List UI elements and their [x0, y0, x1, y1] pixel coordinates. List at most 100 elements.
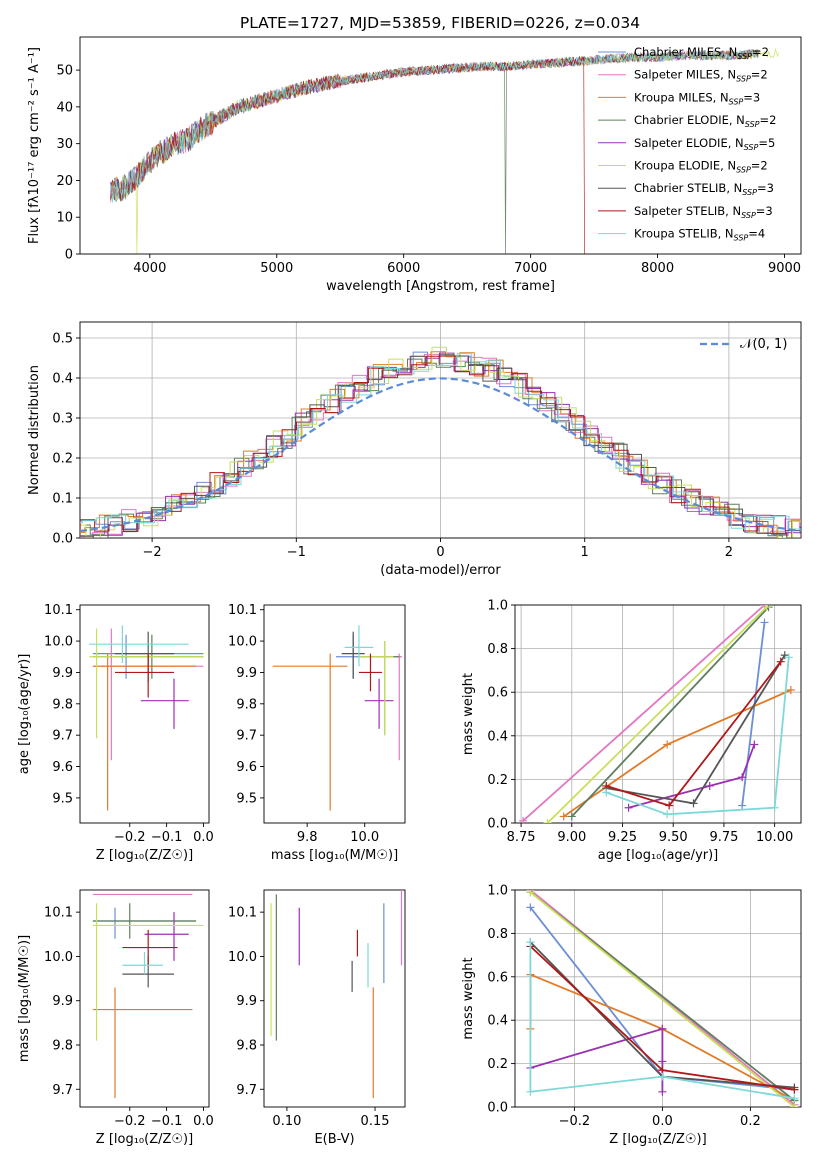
- y-tick-label: 9.8: [52, 697, 73, 712]
- x-axis-label: wavelength [Angstrom, rest frame]: [326, 279, 555, 294]
- weight-point-marker: [658, 1072, 667, 1081]
- x-axis-label: age [log₁₀(age/yr)]: [598, 848, 719, 863]
- x-axis-label: Z [log₁₀(Z/Z☉)]: [96, 1132, 193, 1147]
- x-tick-label: −0.1: [151, 830, 183, 845]
- legend-entry: Salpeter STELIB, NSSP=3: [634, 204, 773, 220]
- y-tick-label: 10: [56, 211, 73, 226]
- mass_vs_ebv-axes: 0.10 0.15 9.7 9.8 9.9 10.0 10.1 E(B-V): [228, 889, 406, 1147]
- weight-series-line: [529, 942, 795, 1100]
- weight-point-marker: [760, 618, 769, 627]
- plot-frame: [263, 604, 406, 824]
- age_vs_mass-axes: 9.8 10.0 9.5 9.6 9.7 9.8 9.9 10.0 10.1 mass [log₁…: [228, 603, 406, 863]
- age_vs_mass-points: [272, 625, 403, 811]
- y-tick-label: 9.7: [52, 1083, 73, 1098]
- weight-series-line: [628, 744, 756, 809]
- plot-frame: [514, 604, 802, 824]
- y-tick-label: 9.8: [236, 1039, 257, 1054]
- x-tick-label: 2: [725, 545, 733, 560]
- weight-series-line: [741, 622, 766, 806]
- y-tick-label: 9.8: [52, 1039, 73, 1054]
- y-axis-label: mass weight: [461, 673, 476, 755]
- y-tick-label: 9.9: [236, 994, 257, 1009]
- x-tick-label: 0.15: [361, 1114, 390, 1129]
- y-tick-label: 0.5: [52, 332, 73, 347]
- massweight_vs_age-axes: 8.75 9.00 9.25 9.50 9.75 10.00 0.0 0.2 0.4 0.6 0.8…: [461, 599, 802, 863]
- legend-entry: Kroupa STELIB, NSSP=4: [634, 227, 765, 243]
- x-tick-label: 8000: [641, 261, 674, 276]
- legend-entry: Chabrier MILES, NSSP=2: [634, 45, 769, 61]
- spectrum-lines: [110, 48, 780, 254]
- y-tick-label: 9.9: [52, 994, 73, 1009]
- weight-point-marker: [689, 799, 698, 808]
- x-tick-label: 9.00: [557, 830, 586, 845]
- x-tick-label: 5000: [260, 261, 293, 276]
- weight-point-marker: [665, 801, 674, 810]
- y-tick-label: 0.1: [52, 492, 73, 507]
- weight-point-marker: [526, 903, 535, 912]
- y-tick-label: 0.2: [487, 1057, 508, 1072]
- legend-entry: Kroupa MILES, NSSP=3: [634, 90, 760, 106]
- weight-point-marker: [658, 1024, 667, 1033]
- y-tick-label: 0.0: [487, 1101, 508, 1116]
- y-tick-label: 9.7: [52, 729, 73, 744]
- x-tick-label: 0.0: [652, 1114, 673, 1129]
- y-tick-label: 0.0: [487, 817, 508, 832]
- weight-series-line: [530, 1027, 664, 1092]
- weight-point-marker: [762, 605, 771, 612]
- plot-frame: [79, 889, 210, 1108]
- age_vs_Z-points: [89, 625, 204, 811]
- x-tick-label: 9.75: [709, 830, 738, 845]
- x-tick-label: 1: [581, 545, 589, 560]
- weight-series-line: [571, 606, 770, 818]
- weight-point-marker: [624, 803, 633, 812]
- weight-point-marker: [786, 686, 795, 695]
- y-tick-label: 9.6: [236, 760, 257, 775]
- x-tick-label: 4000: [133, 261, 166, 276]
- x-tick-label: −0.2: [114, 830, 146, 845]
- y-tick-label: 9.5: [236, 791, 257, 806]
- x-axis-label: (data-model)/error: [380, 563, 501, 578]
- weight-point-marker: [780, 651, 789, 660]
- weight-point-marker: [750, 740, 759, 749]
- y-tick-label: 40: [56, 100, 73, 115]
- plot-frame: [514, 889, 802, 1108]
- y-tick-label: 10.1: [44, 906, 73, 921]
- gaussian-curve: [80, 377, 801, 533]
- y-tick-label: 10.1: [228, 906, 257, 921]
- x-axis-label: mass [log₁₀(M/M☉)]: [271, 848, 398, 863]
- weight-point-marker: [738, 801, 747, 810]
- mass_vs_Z-axes: −0.2 −0.1 0.0 9.7 9.8 9.9 10.0 10.1 Z [log₁₀(Z/Z…: [17, 889, 214, 1147]
- legend-entry: Chabrier ELODIE, NSSP=2: [634, 113, 776, 129]
- weight-point-marker: [663, 740, 672, 749]
- weight-series-line: [605, 657, 790, 816]
- y-axis-label: Flux [fλ10⁻¹⁷ erg cm⁻² s⁻¹ A⁻¹]: [27, 47, 42, 244]
- y-tick-label: 0.8: [487, 642, 508, 657]
- massweight_vs_age-lines: [519, 605, 795, 823]
- x-tick-label: 10.0: [350, 830, 379, 845]
- mass_vs_Z-points: [92, 893, 204, 1099]
- x-tick-label: 0.0: [193, 1114, 214, 1129]
- weight-point-marker: [770, 803, 779, 812]
- weight-point-marker: [790, 1103, 799, 1107]
- x-tick-label: 9000: [768, 261, 801, 276]
- x-tick-label: 9.25: [608, 830, 637, 845]
- x-tick-label: 0.0: [193, 830, 214, 845]
- weight-point-marker: [738, 773, 747, 782]
- spectrum-axes: 4000 5000 6000 7000 8000 9000 0 10 20 30 40 50 wavel…: [27, 36, 802, 294]
- x-axis-label: Z [log₁₀(Z/Z☉)]: [609, 1132, 706, 1147]
- y-tick-label: 9.5: [52, 791, 73, 806]
- histogram-series: [80, 353, 801, 530]
- y-tick-label: 0.6: [487, 970, 508, 985]
- weight-point-marker: [790, 1085, 799, 1094]
- x-tick-label: 0.10: [272, 1114, 301, 1129]
- y-tick-label: 0.3: [52, 412, 73, 427]
- x-tick-label: 9.50: [659, 830, 688, 845]
- histogram-series: [80, 354, 801, 538]
- plot-frame: [79, 36, 802, 255]
- massweight_vs_Z-lines: [526, 890, 799, 1107]
- y-tick-label: 0.6: [487, 686, 508, 701]
- legend-entry: Salpeter ELODIE, NSSP=5: [634, 136, 775, 152]
- x-tick-label: 9.8: [297, 830, 318, 845]
- spectrum-series-line: [110, 49, 759, 203]
